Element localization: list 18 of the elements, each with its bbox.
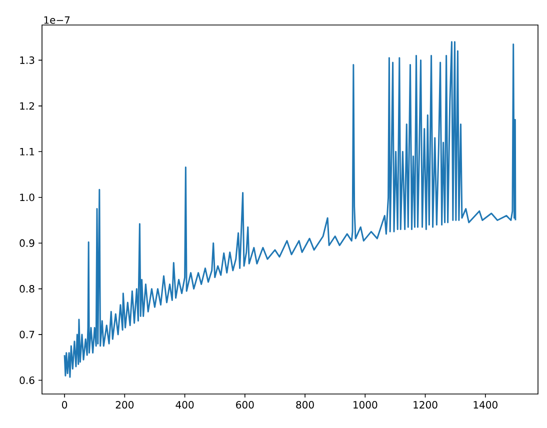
x-tick-label: 200	[116, 401, 134, 409]
y-tick-label: 0.6	[20, 376, 34, 384]
y-tick-label: 1.2	[20, 102, 34, 110]
y-tick-label: 0.8	[20, 285, 34, 293]
x-tick-label: 600	[236, 401, 254, 409]
y-tick-label: 1.0	[20, 194, 34, 202]
x-tick-label: 1400	[474, 401, 498, 409]
x-tick-label: 400	[176, 401, 194, 409]
y-tick-label: 0.9	[20, 239, 34, 247]
y-tick-label: 1.1	[20, 148, 34, 156]
x-tick-label: 0	[62, 401, 68, 409]
x-tick-label: 1000	[354, 401, 378, 409]
y-tick-label: 1.3	[20, 56, 34, 64]
x-tick-label: 1200	[414, 401, 438, 409]
line-series	[64, 41, 516, 378]
text: 1e−7	[44, 16, 70, 24]
x-tick-label: 800	[296, 401, 314, 409]
y-tick-label: 0.7	[20, 330, 34, 338]
